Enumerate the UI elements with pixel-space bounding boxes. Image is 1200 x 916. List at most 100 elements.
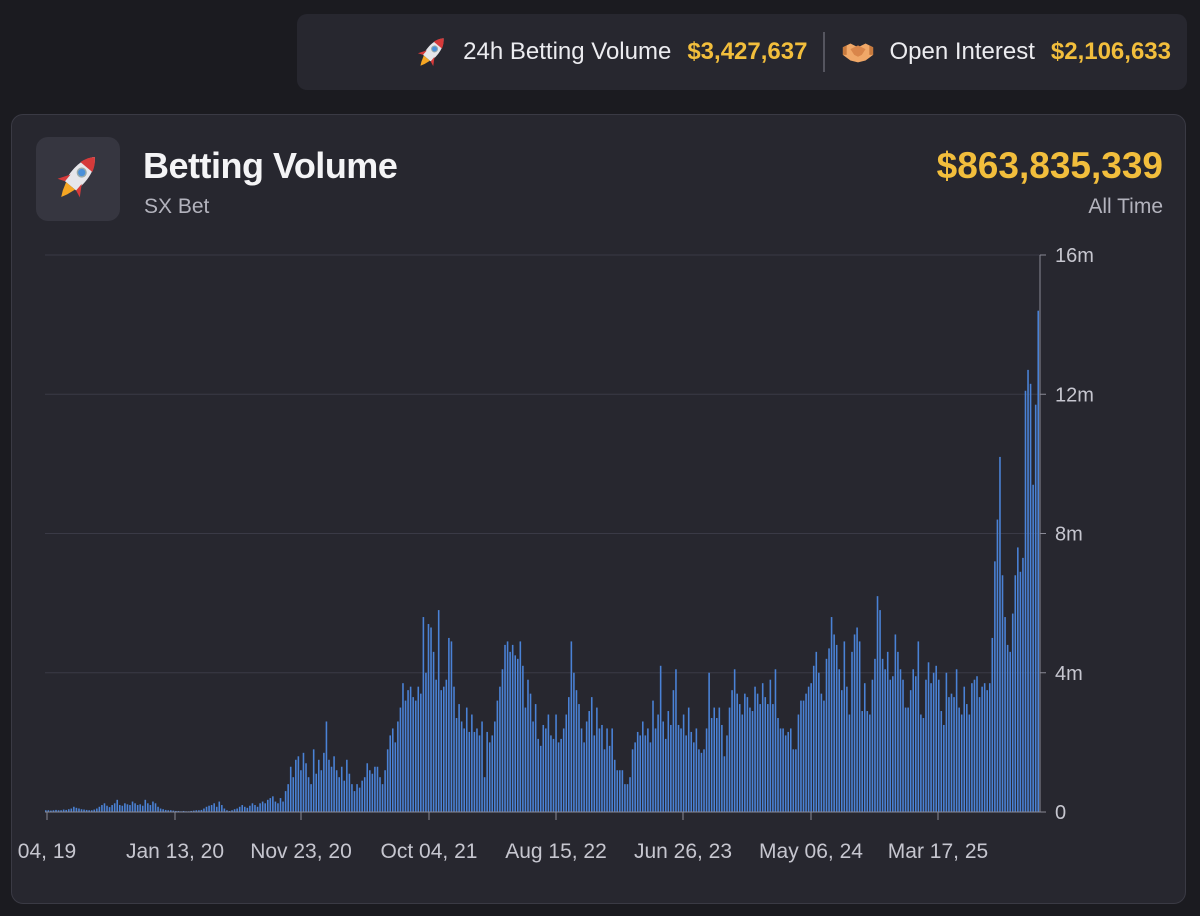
volume-bar bbox=[149, 805, 152, 812]
betting-volume-card: Betting Volume SX Bet $863,835,339 All T… bbox=[11, 114, 1186, 904]
volume-bar bbox=[246, 807, 249, 812]
volume-bar bbox=[876, 596, 879, 812]
volume-bar bbox=[338, 777, 340, 812]
volume-bar bbox=[823, 700, 825, 812]
volume-bar bbox=[391, 728, 394, 812]
volume-bar bbox=[552, 738, 555, 812]
volume-bar bbox=[353, 791, 356, 812]
volume-bar bbox=[407, 690, 409, 812]
y-axis: 0 4m 8m 12m 16m bbox=[1039, 245, 1094, 824]
volume-bar bbox=[121, 805, 124, 812]
volume-bar bbox=[958, 707, 960, 812]
volume-bar bbox=[256, 806, 259, 812]
x-tick-label: Oct 04, 21 bbox=[381, 840, 478, 863]
volume-bar bbox=[90, 810, 93, 812]
volume-bar bbox=[60, 810, 62, 812]
volume-bar bbox=[279, 798, 282, 812]
volume-bar bbox=[527, 679, 529, 812]
volume-bar bbox=[113, 803, 116, 812]
volume-bar bbox=[851, 651, 853, 812]
volume-bar bbox=[830, 617, 833, 812]
volume-bar bbox=[1027, 369, 1029, 812]
volume-bar bbox=[57, 810, 60, 812]
volume-bar bbox=[991, 637, 994, 812]
volume-bar bbox=[835, 644, 838, 812]
volume-bar bbox=[379, 777, 381, 812]
volume-bar bbox=[96, 808, 98, 812]
volume-bar bbox=[787, 731, 789, 812]
volume-bar bbox=[409, 686, 412, 812]
volume-bar bbox=[861, 711, 863, 812]
volume-bar bbox=[848, 714, 851, 812]
volume-bar bbox=[588, 711, 590, 812]
volume-bar bbox=[129, 805, 131, 812]
volume-bar bbox=[973, 679, 976, 812]
volume-bar bbox=[912, 669, 915, 812]
volume-bar bbox=[124, 803, 126, 812]
volume-bar bbox=[664, 738, 667, 812]
volume-bar bbox=[213, 803, 215, 812]
volume-bar bbox=[376, 766, 379, 812]
volume-bar bbox=[190, 810, 192, 812]
stats-divider bbox=[823, 32, 826, 72]
volume-24h-stat: 24h Betting Volume $3,427,637 bbox=[415, 32, 807, 72]
volume-bar bbox=[930, 683, 932, 812]
volume-bar bbox=[340, 766, 343, 812]
volume-bar bbox=[756, 693, 759, 812]
volume-bar bbox=[394, 742, 397, 813]
volume-bar bbox=[557, 742, 560, 813]
volume-bar bbox=[578, 704, 580, 812]
volume-bar bbox=[305, 763, 307, 812]
volume-bar bbox=[297, 756, 300, 812]
volume-bar bbox=[264, 803, 266, 812]
volume-bar bbox=[269, 798, 272, 812]
volume-bar bbox=[713, 707, 716, 812]
volume-bar bbox=[50, 810, 52, 812]
volume-bar bbox=[106, 805, 108, 812]
volume-bar bbox=[774, 669, 777, 812]
volume-bar bbox=[440, 690, 443, 812]
volume-bar bbox=[1004, 617, 1006, 812]
volume-bar bbox=[662, 721, 664, 812]
volume-bar bbox=[45, 810, 47, 812]
volume-bar bbox=[514, 655, 517, 812]
volume-bar bbox=[154, 803, 157, 812]
volume-bar bbox=[626, 784, 629, 812]
volume-bar bbox=[986, 690, 988, 812]
volume-bar bbox=[603, 749, 606, 812]
volume-bar bbox=[144, 799, 147, 812]
volume-bar bbox=[828, 648, 830, 812]
volume-bar bbox=[139, 804, 141, 812]
volume-bar bbox=[652, 700, 654, 812]
volume-bar bbox=[208, 805, 210, 812]
volume-bar bbox=[634, 742, 636, 813]
open-interest-value: $2,106,633 bbox=[1050, 38, 1171, 65]
volume-bar bbox=[841, 690, 843, 812]
volume-bar bbox=[126, 804, 129, 812]
volume-bar bbox=[555, 714, 557, 812]
volume-bar bbox=[491, 735, 494, 812]
volume-bar bbox=[677, 724, 680, 812]
volume-bar bbox=[483, 777, 486, 812]
rocket-icon bbox=[49, 148, 107, 211]
volume-bar bbox=[940, 711, 943, 812]
volume-bar bbox=[937, 679, 940, 812]
volume-bar bbox=[422, 617, 425, 812]
volume-bar bbox=[792, 749, 795, 812]
volume-bar bbox=[1009, 651, 1011, 812]
volume-bar bbox=[1001, 575, 1004, 812]
volume-bar bbox=[866, 711, 869, 812]
volume-bar bbox=[164, 809, 167, 812]
volume-bar bbox=[414, 700, 417, 812]
volume-bar bbox=[226, 810, 228, 812]
volume-bar bbox=[978, 697, 981, 812]
volume-bar bbox=[371, 773, 374, 812]
open-interest-stat: Open Interest $2,106,633 bbox=[841, 32, 1171, 72]
open-interest-label: Open Interest bbox=[889, 38, 1035, 65]
volume-bar bbox=[524, 707, 527, 812]
volume-bar bbox=[976, 676, 978, 812]
volume-bar bbox=[846, 686, 848, 812]
volume-bar bbox=[80, 809, 83, 812]
betting-volume-chart: 0 4m 8m 12m 16m 04, 19 Jan 13, 20 Nov 23, 20 Oc… bbox=[18, 245, 1094, 863]
volume-bar bbox=[254, 805, 256, 812]
